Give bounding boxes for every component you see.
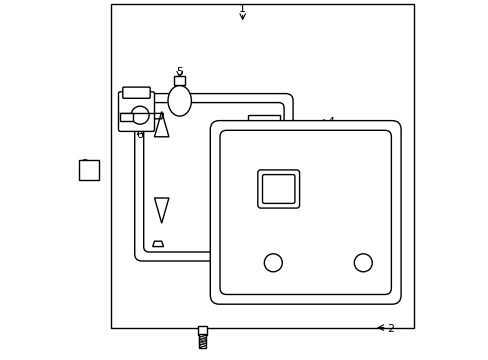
- Polygon shape: [152, 113, 163, 119]
- FancyBboxPatch shape: [122, 87, 150, 98]
- Bar: [79, 160, 99, 180]
- Ellipse shape: [168, 86, 191, 116]
- FancyBboxPatch shape: [143, 103, 284, 252]
- Bar: [199, 334, 205, 348]
- Circle shape: [264, 254, 282, 272]
- Text: 3: 3: [81, 159, 88, 169]
- Text: 1: 1: [239, 4, 245, 14]
- Circle shape: [354, 254, 371, 272]
- FancyBboxPatch shape: [210, 121, 400, 304]
- FancyBboxPatch shape: [118, 92, 154, 131]
- Bar: [120, 113, 133, 121]
- Text: 6: 6: [136, 130, 143, 140]
- Text: 5: 5: [176, 67, 183, 77]
- Bar: [174, 76, 185, 85]
- FancyBboxPatch shape: [257, 170, 299, 208]
- Text: 4: 4: [326, 117, 334, 127]
- Polygon shape: [152, 241, 163, 247]
- Circle shape: [131, 106, 149, 124]
- Bar: [247, 115, 280, 144]
- Bar: [111, 4, 413, 328]
- Text: 2: 2: [386, 324, 393, 334]
- Bar: [197, 326, 206, 335]
